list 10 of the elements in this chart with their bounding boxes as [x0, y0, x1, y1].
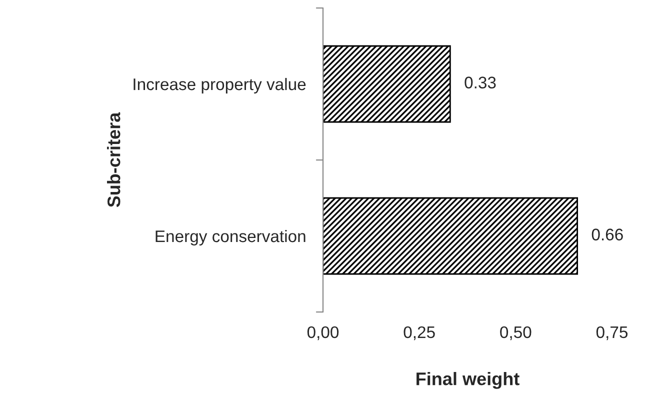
x-axis-title: Final weight: [416, 372, 520, 389]
y-tick-label: Increase property value: [134, 78, 306, 94]
y-tick-label: Energy conservation: [156, 230, 306, 246]
data-label: 0.66: [592, 228, 623, 240]
x-tick-label: 0,75: [596, 326, 628, 340]
data-label: 0.33: [464, 76, 496, 88]
x-tick-label: 0,25: [404, 326, 435, 340]
x-tick-label: 0,50: [500, 326, 532, 340]
x-tick-label: 0,00: [307, 326, 339, 340]
y-axis-title: Sub-critera: [107, 112, 120, 208]
